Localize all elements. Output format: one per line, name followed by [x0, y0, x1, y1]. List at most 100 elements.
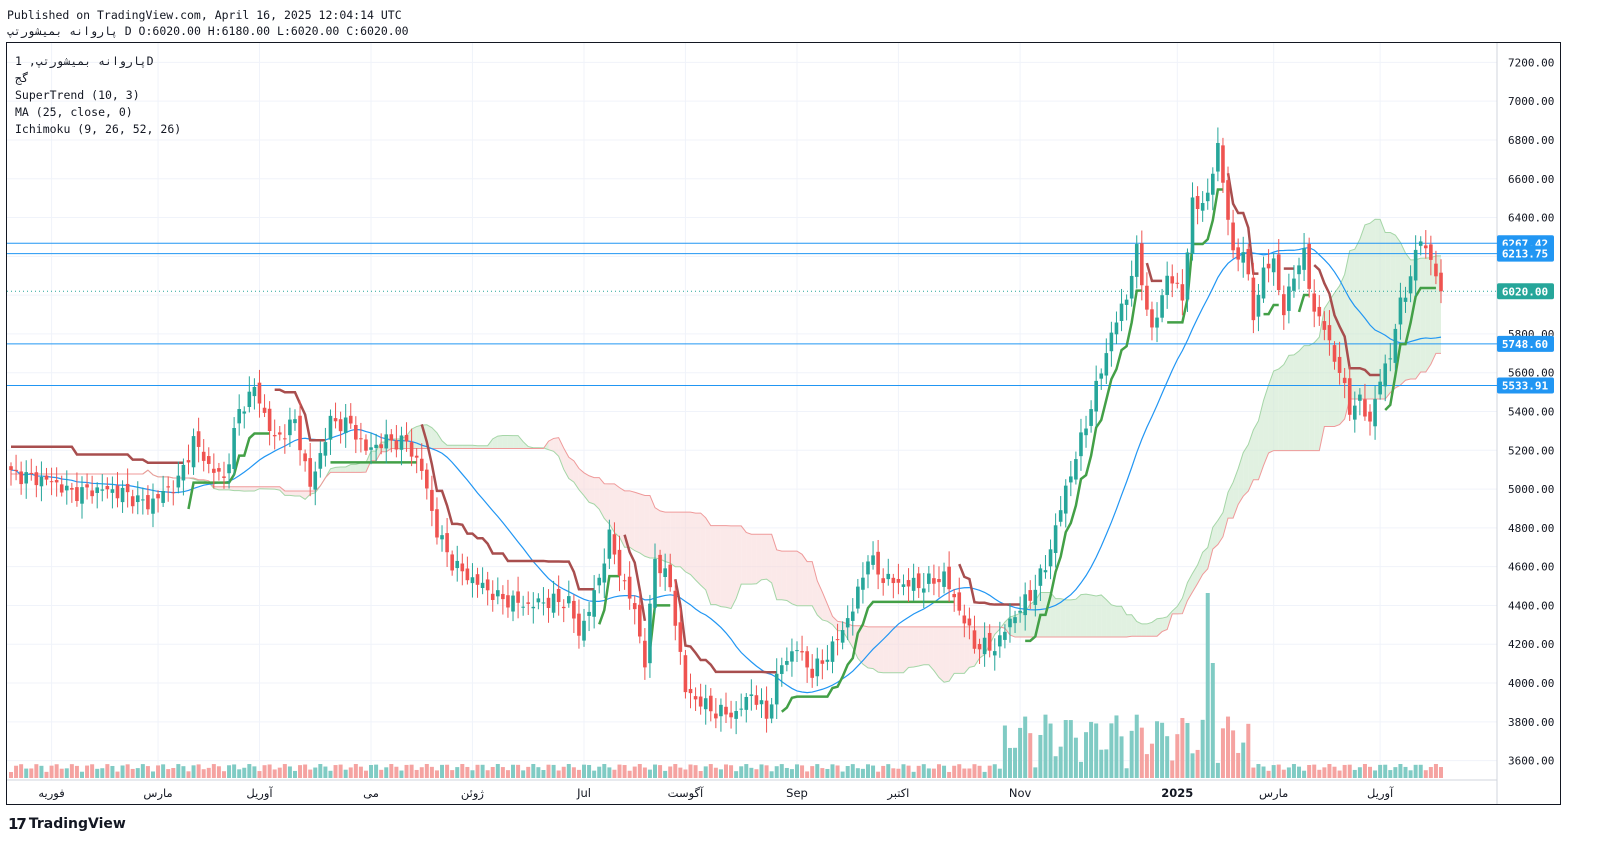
cloud-segment: [482, 445, 488, 449]
candle-body: [805, 651, 809, 668]
candle-body: [800, 651, 804, 653]
candle-body: [962, 615, 967, 624]
time-axis-label: مارس: [1259, 786, 1288, 801]
candle-body: [541, 602, 546, 604]
candle-body: [511, 595, 515, 612]
cloud-segment: [680, 512, 686, 572]
volume-bar: [1439, 767, 1443, 778]
candle-body: [972, 630, 977, 649]
candle-body: [774, 673, 779, 705]
cloud-segment: [1248, 429, 1254, 492]
volume-bar: [673, 764, 678, 778]
cloud-segment: [1253, 420, 1259, 480]
candle-body: [977, 643, 982, 650]
candle-body: [348, 415, 353, 424]
candle-body: [582, 620, 586, 641]
supertrend-up-line: [648, 604, 671, 651]
cloud-segment: [462, 445, 468, 449]
cloud-segment: [1162, 616, 1168, 632]
candle-body: [1368, 411, 1372, 422]
volume-bar: [343, 769, 348, 778]
volume-bar: [191, 765, 196, 778]
candle-body: [998, 635, 1002, 647]
legend-ma[interactable]: MA (25, close, 0): [15, 105, 133, 119]
volume-bar: [1307, 765, 1312, 778]
candle-body: [232, 427, 236, 469]
cloud-segment: [776, 549, 782, 600]
legend-ichimoku[interactable]: Ichimoku (9, 26, 52, 26): [15, 122, 182, 136]
cloud-segment: [1101, 594, 1107, 638]
volume-bar: [470, 770, 475, 778]
volume-bar: [952, 765, 957, 778]
volume-bar: [556, 770, 561, 778]
candle-body: [1129, 275, 1134, 299]
volume-bar: [1104, 749, 1109, 778]
last-price-tag-bg: [1497, 283, 1554, 300]
volume-bar: [876, 771, 881, 778]
candle-body: [430, 489, 434, 511]
candle-body: [267, 408, 272, 432]
cloud-segment: [1106, 599, 1112, 638]
volume-bar: [1053, 756, 1058, 778]
cloud-segment: [1283, 355, 1289, 451]
volume-bar: [815, 764, 820, 778]
volume-bar: [465, 766, 470, 778]
candle-body: [1165, 275, 1169, 295]
candle-body: [1241, 252, 1246, 263]
candle-body: [785, 661, 789, 665]
candle-body: [85, 484, 89, 488]
volume-bar: [825, 768, 830, 778]
cloud-segment: [1075, 594, 1081, 638]
volume-bar: [1018, 727, 1023, 778]
volume-bar: [1291, 764, 1296, 778]
candle-body: [1185, 252, 1190, 300]
supertrend-down-line: [1145, 262, 1163, 283]
cloud-segment: [548, 438, 554, 452]
price-axis-label: 3800.00: [1508, 716, 1554, 729]
cloud-segment: [1314, 337, 1320, 451]
cloud-segment: [584, 472, 590, 503]
candle-body: [602, 563, 607, 583]
cloud-segment: [1065, 599, 1071, 638]
volume-bar: [460, 764, 465, 778]
candle-body: [460, 563, 465, 572]
volume-bar: [237, 769, 242, 778]
candle-body: [1358, 394, 1362, 401]
volume-bar: [658, 765, 663, 778]
cloud-segment: [913, 626, 919, 667]
volume-bar: [1271, 765, 1276, 778]
volume-bar: [1149, 743, 1154, 778]
candle-body: [856, 586, 860, 609]
candle-body: [622, 580, 627, 582]
candle-body: [1373, 399, 1377, 427]
cloud-segment: [761, 534, 767, 580]
legend-supertrend[interactable]: SuperTrend (10, 3): [15, 88, 140, 102]
cloud-segment: [1217, 512, 1223, 545]
candle-body: [141, 499, 145, 501]
tradingview-logo[interactable]: 17 TradingView: [8, 815, 126, 833]
volume-bar: [313, 767, 318, 778]
supertrend-down-line: [1313, 264, 1381, 377]
volume-bar: [19, 764, 24, 778]
cloud-segment: [492, 436, 498, 449]
volume-bar: [835, 765, 840, 778]
cloud-segment: [756, 534, 762, 584]
volume-bar: [820, 768, 825, 778]
candle-body: [937, 579, 941, 583]
candle-body: [1342, 377, 1347, 384]
volume-bar: [145, 766, 150, 778]
volume-bar: [587, 764, 592, 778]
candle-body: [501, 593, 505, 600]
volume-bar: [779, 764, 784, 778]
candle-body: [80, 487, 84, 504]
volume-bar: [455, 767, 460, 778]
volume-bar: [1231, 730, 1236, 778]
cloud-segment: [1263, 385, 1269, 466]
cloud-segment: [923, 626, 929, 665]
volume-bar: [784, 767, 789, 778]
cloud-segment: [1172, 606, 1178, 614]
candle-body: [637, 604, 642, 637]
candle-body: [719, 704, 723, 717]
price-tag-bg: [1497, 245, 1554, 262]
